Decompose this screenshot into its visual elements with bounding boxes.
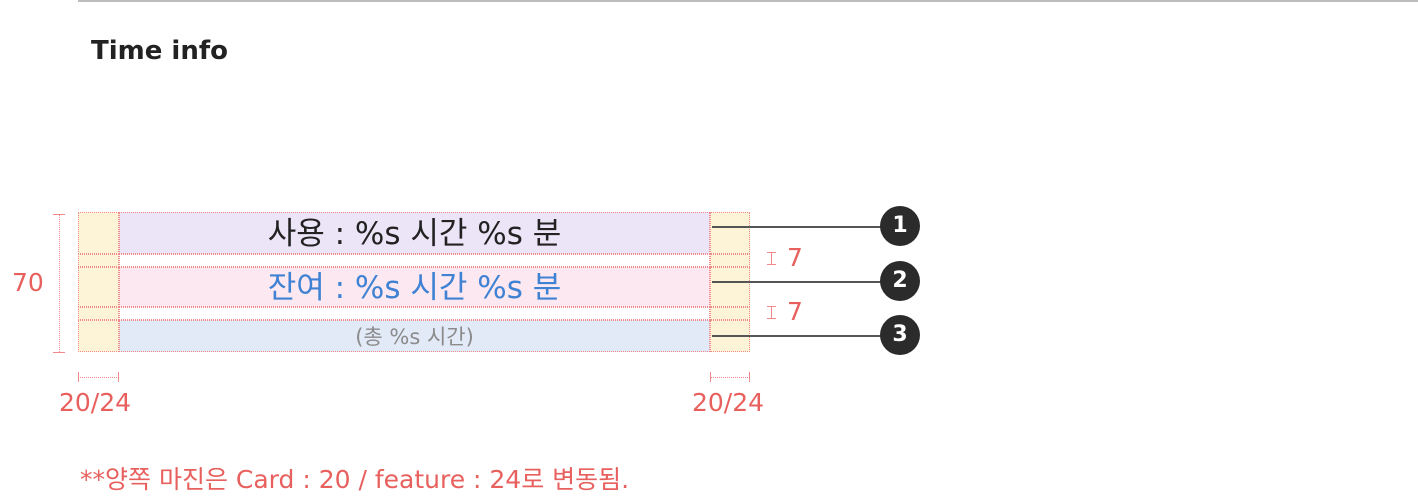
gap-dimension-marker bbox=[767, 306, 776, 307]
left-margin-cell bbox=[78, 307, 119, 320]
height-dimension-label: 70 bbox=[12, 268, 44, 297]
right-margin-cell bbox=[710, 307, 750, 320]
callout-leader-line bbox=[712, 226, 882, 228]
right-margin-cell bbox=[710, 267, 750, 307]
left-margin-cell bbox=[78, 267, 119, 307]
left-margin-dimension-label: 20/24 bbox=[59, 388, 132, 417]
right-margin-dimension-tick bbox=[710, 372, 711, 382]
gap-dimension-marker bbox=[771, 306, 772, 319]
left-margin-cell bbox=[78, 254, 119, 267]
total-time-text: (총 %s 시간) bbox=[355, 325, 474, 349]
callout-marker-1: 1 bbox=[880, 206, 920, 246]
row-gap bbox=[119, 254, 710, 267]
height-dimension-line bbox=[59, 214, 60, 352]
right-margin-dimension-line bbox=[710, 377, 750, 378]
height-dimension-tick bbox=[53, 214, 65, 215]
section-title: Time info bbox=[91, 36, 229, 66]
left-margin-dimension-tick bbox=[78, 372, 79, 382]
row-gap bbox=[119, 307, 710, 320]
remaining-time-text: 잔여 : %s 시간 %s 분 bbox=[267, 270, 562, 306]
used-time-text: 사용 : %s 시간 %s 분 bbox=[267, 216, 562, 252]
remaining-time-row: 잔여 : %s 시간 %s 분 bbox=[119, 267, 710, 307]
gap-dimension-marker bbox=[767, 318, 776, 319]
gap-dimension-label: 7 bbox=[787, 243, 803, 272]
left-margin-dimension-tick bbox=[118, 372, 119, 382]
margin-footnote: **양쪽 마진은 Card : 20 / feature : 24로 변동됨. bbox=[80, 465, 630, 494]
right-margin-dimension-label: 20/24 bbox=[692, 388, 765, 417]
left-margin-dimension-line bbox=[78, 377, 119, 378]
gap-dimension-label: 7 bbox=[787, 297, 803, 326]
right-margin-dimension-tick bbox=[749, 372, 750, 382]
gap-dimension-marker bbox=[767, 252, 776, 253]
callout-leader-line bbox=[712, 281, 882, 283]
used-time-row: 사용 : %s 시간 %s 분 bbox=[119, 212, 710, 254]
height-dimension-tick bbox=[53, 352, 65, 353]
right-margin-cell bbox=[710, 212, 750, 254]
total-time-row: (총 %s 시간) bbox=[119, 320, 710, 352]
left-margin-cell bbox=[78, 212, 119, 254]
callout-marker-3: 3 bbox=[880, 315, 920, 355]
gap-dimension-marker bbox=[767, 264, 776, 265]
top-divider bbox=[78, 0, 1418, 2]
right-margin-cell bbox=[710, 254, 750, 267]
callout-marker-2: 2 bbox=[880, 261, 920, 301]
gap-dimension-marker bbox=[771, 252, 772, 265]
callout-leader-line bbox=[712, 335, 882, 337]
left-margin-cell bbox=[78, 320, 119, 352]
